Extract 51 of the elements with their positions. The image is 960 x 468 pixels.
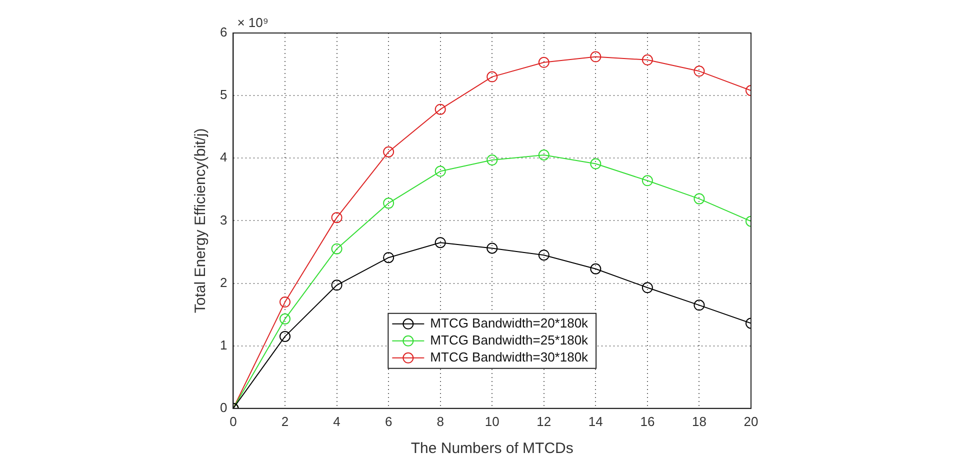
x-tick-label: 20	[744, 414, 758, 429]
point	[331, 212, 342, 224]
legend-label: MTCG Bandwidth=25*180k	[430, 332, 589, 348]
point	[280, 330, 291, 342]
point	[694, 193, 705, 204]
legend-label: MTCG Bandwidth=20*180k	[430, 315, 589, 330]
x-axis-title: The Numbers of MTCDs	[410, 440, 574, 458]
point	[590, 51, 602, 62]
point	[383, 198, 394, 209]
point	[538, 56, 550, 68]
point	[280, 313, 291, 324]
point	[383, 252, 394, 264]
point	[538, 250, 550, 261]
point	[642, 54, 653, 66]
y-tick-label: 1	[220, 337, 228, 352]
point	[590, 263, 602, 274]
x-tick-label: 12	[536, 414, 552, 429]
y-axis-title: Total Energy Efficiency(bit/j)	[192, 128, 210, 314]
y-tick-label: 3	[220, 212, 228, 228]
x-tick-label: 0	[230, 414, 237, 429]
point	[280, 296, 291, 308]
point	[331, 280, 342, 291]
x-tick-label: 10	[484, 414, 500, 429]
text: × 10⁹	[237, 15, 268, 30]
point	[694, 300, 705, 311]
point	[434, 237, 446, 248]
point	[331, 243, 342, 254]
point	[538, 150, 550, 161]
point	[434, 166, 446, 177]
y-tick-label: 4	[220, 150, 228, 165]
point	[486, 154, 498, 166]
x-tick-label: 8	[436, 414, 444, 429]
point	[642, 175, 653, 186]
point	[590, 158, 602, 170]
x-tick-label: 14	[588, 414, 603, 429]
y-tick-label: 6	[220, 24, 228, 40]
point	[642, 282, 653, 294]
x-tick-label: 2	[281, 414, 289, 429]
legend-label: MTCG Bandwidth=30*180k	[430, 349, 589, 364]
y-tick-label: 2	[220, 274, 228, 290]
point	[434, 104, 446, 115]
y-tick-label: 5	[220, 87, 228, 102]
point	[486, 242, 498, 254]
x-tick-label: 16	[640, 414, 655, 429]
x-tick-label: 6	[384, 414, 392, 429]
x-tick-label: 4	[333, 414, 340, 429]
x-tick-label: 18	[692, 414, 706, 429]
point	[486, 71, 498, 82]
point	[694, 66, 705, 77]
y-tick-label: 0	[220, 400, 228, 415]
point	[383, 146, 394, 158]
